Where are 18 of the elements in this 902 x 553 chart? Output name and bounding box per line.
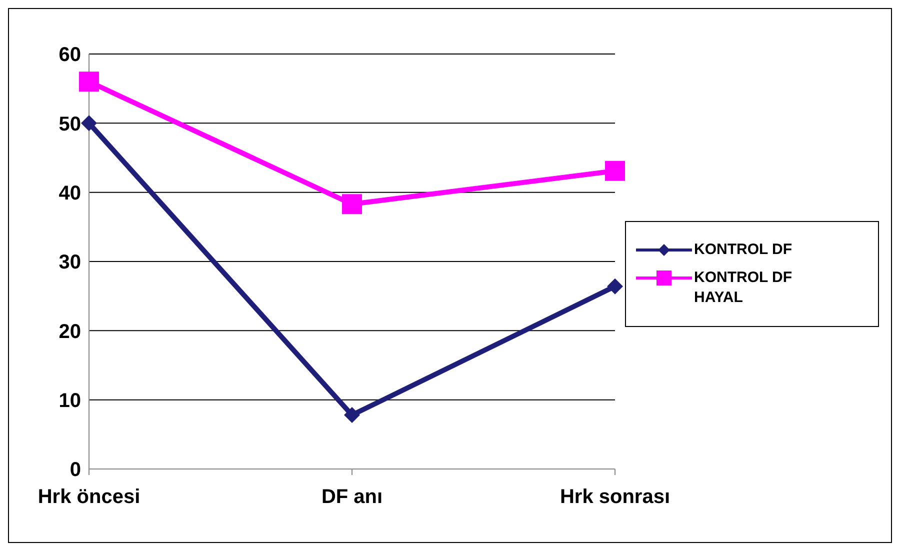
y-tick-label: 60	[58, 44, 81, 66]
legend-label: KONTROL DF HAYAL	[694, 268, 794, 308]
point	[605, 160, 625, 181]
point	[342, 194, 362, 214]
point	[344, 407, 360, 424]
legend-label: KONTROL DF	[694, 240, 794, 260]
x-tick-label: Hrk öncesi	[38, 486, 140, 508]
y-tick-label: 20	[58, 320, 81, 343]
x-tick-label: DF anı	[321, 486, 383, 508]
y-tick-label: 30	[58, 252, 81, 274]
y-tick-label: 40	[58, 182, 81, 204]
point	[607, 278, 623, 294]
point	[79, 72, 99, 92]
y-tick-label: 50	[58, 113, 81, 136]
y-tick-label: 10	[58, 390, 81, 412]
x-tick-label: Hrk sonrası	[560, 486, 670, 508]
y-tick-label: 0	[70, 459, 81, 482]
point	[81, 115, 97, 132]
